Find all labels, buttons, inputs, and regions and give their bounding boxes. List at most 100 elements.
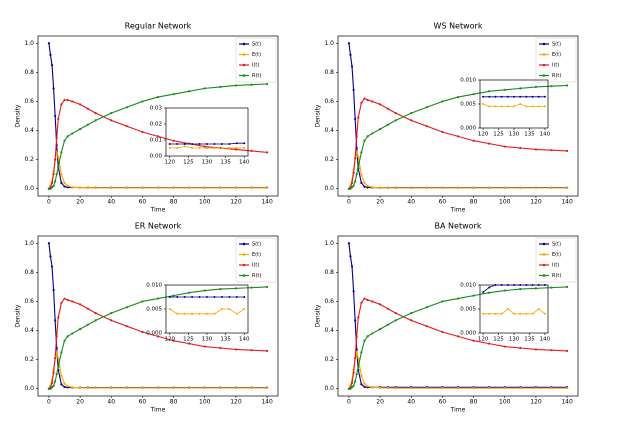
- point: [425, 186, 428, 190]
- point: [550, 286, 553, 289]
- point: [366, 385, 369, 388]
- point: [60, 173, 63, 176]
- point: [66, 385, 69, 388]
- legend-label: S(t): [552, 42, 561, 48]
- point: [357, 365, 360, 369]
- point: [86, 186, 89, 189]
- point: [378, 327, 382, 331]
- y-tick-label: 0.6: [324, 298, 334, 305]
- point: [234, 287, 238, 290]
- x-tick-label: 135: [220, 160, 231, 166]
- y-tick-label: 0.2: [324, 156, 334, 163]
- point: [206, 143, 208, 145]
- point: [519, 312, 522, 315]
- point: [71, 386, 74, 389]
- point: [110, 119, 113, 122]
- point: [350, 381, 354, 385]
- point: [141, 330, 144, 334]
- point: [441, 100, 444, 103]
- point: [250, 83, 253, 86]
- point: [531, 312, 534, 315]
- point: [488, 105, 491, 108]
- point: [250, 286, 253, 289]
- series-line: [348, 350, 568, 389]
- series-line: [348, 243, 568, 388]
- x-tick-label: 120: [164, 160, 175, 166]
- x-tick-label: 140: [540, 132, 551, 138]
- point: [371, 300, 374, 303]
- x-tick-label: 125: [493, 337, 504, 343]
- point: [50, 386, 54, 389]
- point: [188, 291, 191, 294]
- point: [456, 186, 460, 190]
- point: [350, 386, 354, 389]
- point: [57, 357, 60, 360]
- point: [47, 242, 51, 245]
- point: [550, 186, 553, 190]
- y-tick-label: 0.010: [460, 283, 476, 289]
- y-axis-label: Density: [15, 104, 22, 127]
- legend-label: S(t): [252, 42, 261, 48]
- point: [220, 308, 223, 310]
- point: [125, 325, 128, 328]
- point: [519, 146, 522, 150]
- x-tick-label: 140: [540, 337, 551, 343]
- legend-label: I(t): [552, 63, 559, 69]
- point: [352, 171, 355, 174]
- x-tick-label: 40: [107, 199, 115, 206]
- point: [366, 298, 369, 302]
- legend-label: R(t): [552, 73, 561, 79]
- point: [188, 90, 191, 93]
- point: [203, 186, 206, 189]
- point: [472, 339, 475, 342]
- point: [355, 373, 358, 376]
- y-tick-label: 0.010: [460, 78, 476, 84]
- point: [441, 186, 444, 190]
- y-tick-label: 0.0: [24, 385, 34, 392]
- point: [565, 387, 569, 390]
- point: [168, 147, 171, 149]
- point: [543, 105, 546, 108]
- point: [71, 132, 74, 135]
- point: [141, 186, 144, 189]
- chart-title: BA Network: [435, 222, 482, 231]
- point: [349, 255, 352, 258]
- point: [394, 119, 397, 122]
- point: [191, 143, 194, 145]
- point: [60, 374, 63, 377]
- legend-marker: [242, 242, 246, 246]
- point: [86, 307, 89, 310]
- point: [378, 103, 382, 106]
- point: [156, 386, 160, 390]
- point: [354, 157, 357, 160]
- point: [360, 351, 363, 354]
- point: [66, 98, 69, 102]
- point: [378, 127, 382, 131]
- point: [488, 312, 491, 315]
- point: [110, 386, 113, 390]
- point: [537, 105, 540, 108]
- x-tick-label: 0: [47, 199, 51, 206]
- point: [360, 383, 363, 386]
- x-tick-label: 60: [439, 199, 447, 206]
- point: [63, 181, 66, 185]
- x-tick-label: 20: [376, 399, 384, 406]
- point: [168, 308, 171, 310]
- series-line: [48, 243, 268, 389]
- x-tick-label: 130: [509, 132, 520, 138]
- point: [355, 173, 358, 176]
- point: [482, 103, 485, 105]
- x-tick-label: 100: [199, 199, 211, 206]
- legend-marker: [542, 63, 546, 67]
- point: [49, 187, 52, 190]
- point: [176, 312, 179, 315]
- point: [94, 119, 97, 122]
- point: [219, 85, 222, 89]
- point: [206, 296, 208, 298]
- legend-marker: [242, 53, 246, 56]
- point: [78, 327, 82, 331]
- point: [94, 319, 97, 322]
- point: [198, 296, 201, 298]
- point: [213, 143, 216, 145]
- point: [534, 85, 538, 89]
